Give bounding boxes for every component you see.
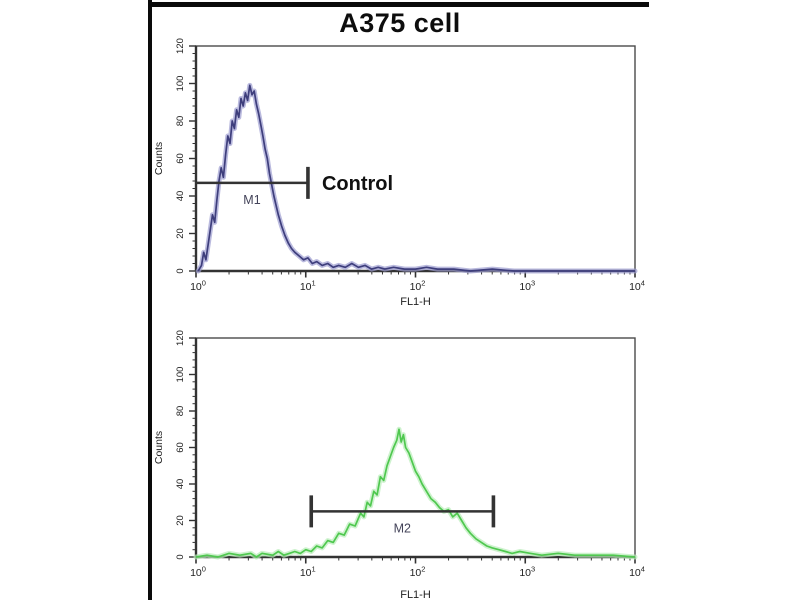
x-axis-tick-label: 100 <box>190 279 206 294</box>
plot-antibody-histogram: 0 20 40 60 80 100 120 100 101 102 103 104 FL1-H Count… <box>153 330 645 600</box>
y-axis-tick-label: 60 <box>175 442 186 453</box>
y-axis-tick-label: 120 <box>175 330 186 346</box>
y-axis-title: Counts <box>153 431 165 464</box>
histogram-glow-stained <box>193 426 638 560</box>
y-axis-tick-label: 100 <box>175 367 186 383</box>
x-axis-tick-label: 104 <box>629 565 645 580</box>
y-axis-tick-label: 120 <box>175 38 186 54</box>
gate-label-m1: M1 <box>243 193 260 207</box>
x-axis-tick-label: 100 <box>190 565 206 580</box>
x-axis-tick-label: 103 <box>519 279 535 294</box>
y-axis-title: Counts <box>153 142 165 175</box>
y-axis-tick-label: 40 <box>175 479 186 490</box>
plot-border <box>195 45 636 272</box>
x-axis-tick-label: 102 <box>410 279 426 294</box>
y-axis-tick-label: 80 <box>175 406 186 417</box>
x-axis-tick-label: 102 <box>410 565 426 580</box>
x-axis-tick-label: 103 <box>519 565 535 580</box>
x-axis-title: FL1-H <box>400 296 431 308</box>
y-axis-tick-label: 20 <box>175 515 186 526</box>
x-axis-title: FL1-H <box>400 589 431 600</box>
y-axis-tick-label: 40 <box>175 191 186 202</box>
annotation-control: Control <box>322 173 393 195</box>
histogram-curve-stained <box>195 428 636 558</box>
histogram-curve-control <box>197 84 635 272</box>
y-axis-tick-label: 20 <box>175 228 186 239</box>
y-axis-tick-label: 80 <box>175 116 186 127</box>
gate-label-m2: M2 <box>394 521 411 535</box>
y-axis-tick-label: 0 <box>175 268 186 273</box>
plot-border <box>195 337 636 558</box>
x-axis-tick-label: 101 <box>300 279 316 294</box>
plot-control-histogram: 0 20 40 60 80 100 120 100 101 102 103 104 FL1-H Count… <box>153 38 645 308</box>
y-axis-tick-label: 100 <box>175 76 186 92</box>
x-axis-tick-label: 101 <box>300 565 316 580</box>
figure-title: A375 cell <box>339 8 461 38</box>
histogram-glow-control <box>195 82 638 274</box>
y-axis-tick-label: 0 <box>175 554 186 559</box>
y-axis-tick-label: 60 <box>175 153 186 164</box>
x-axis-tick-label: 104 <box>629 279 645 294</box>
figure-border-left <box>148 0 152 600</box>
figure-border-top <box>148 2 649 7</box>
